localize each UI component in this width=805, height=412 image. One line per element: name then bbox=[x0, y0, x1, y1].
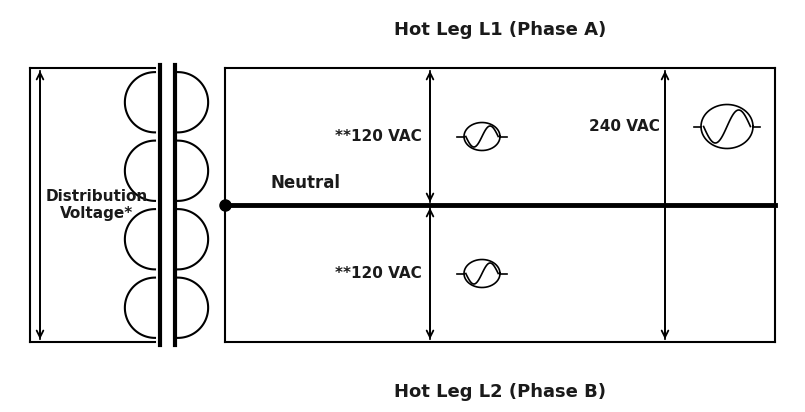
Text: 240 VAC: 240 VAC bbox=[589, 119, 660, 134]
Text: Hot Leg L2 (Phase B): Hot Leg L2 (Phase B) bbox=[394, 383, 606, 401]
Text: Neutral: Neutral bbox=[270, 174, 340, 192]
Text: **120 VAC: **120 VAC bbox=[335, 266, 422, 281]
Text: **120 VAC: **120 VAC bbox=[335, 129, 422, 144]
Text: Hot Leg L1 (Phase A): Hot Leg L1 (Phase A) bbox=[394, 21, 606, 39]
Text: Distribution
Voltage*: Distribution Voltage* bbox=[46, 189, 148, 221]
